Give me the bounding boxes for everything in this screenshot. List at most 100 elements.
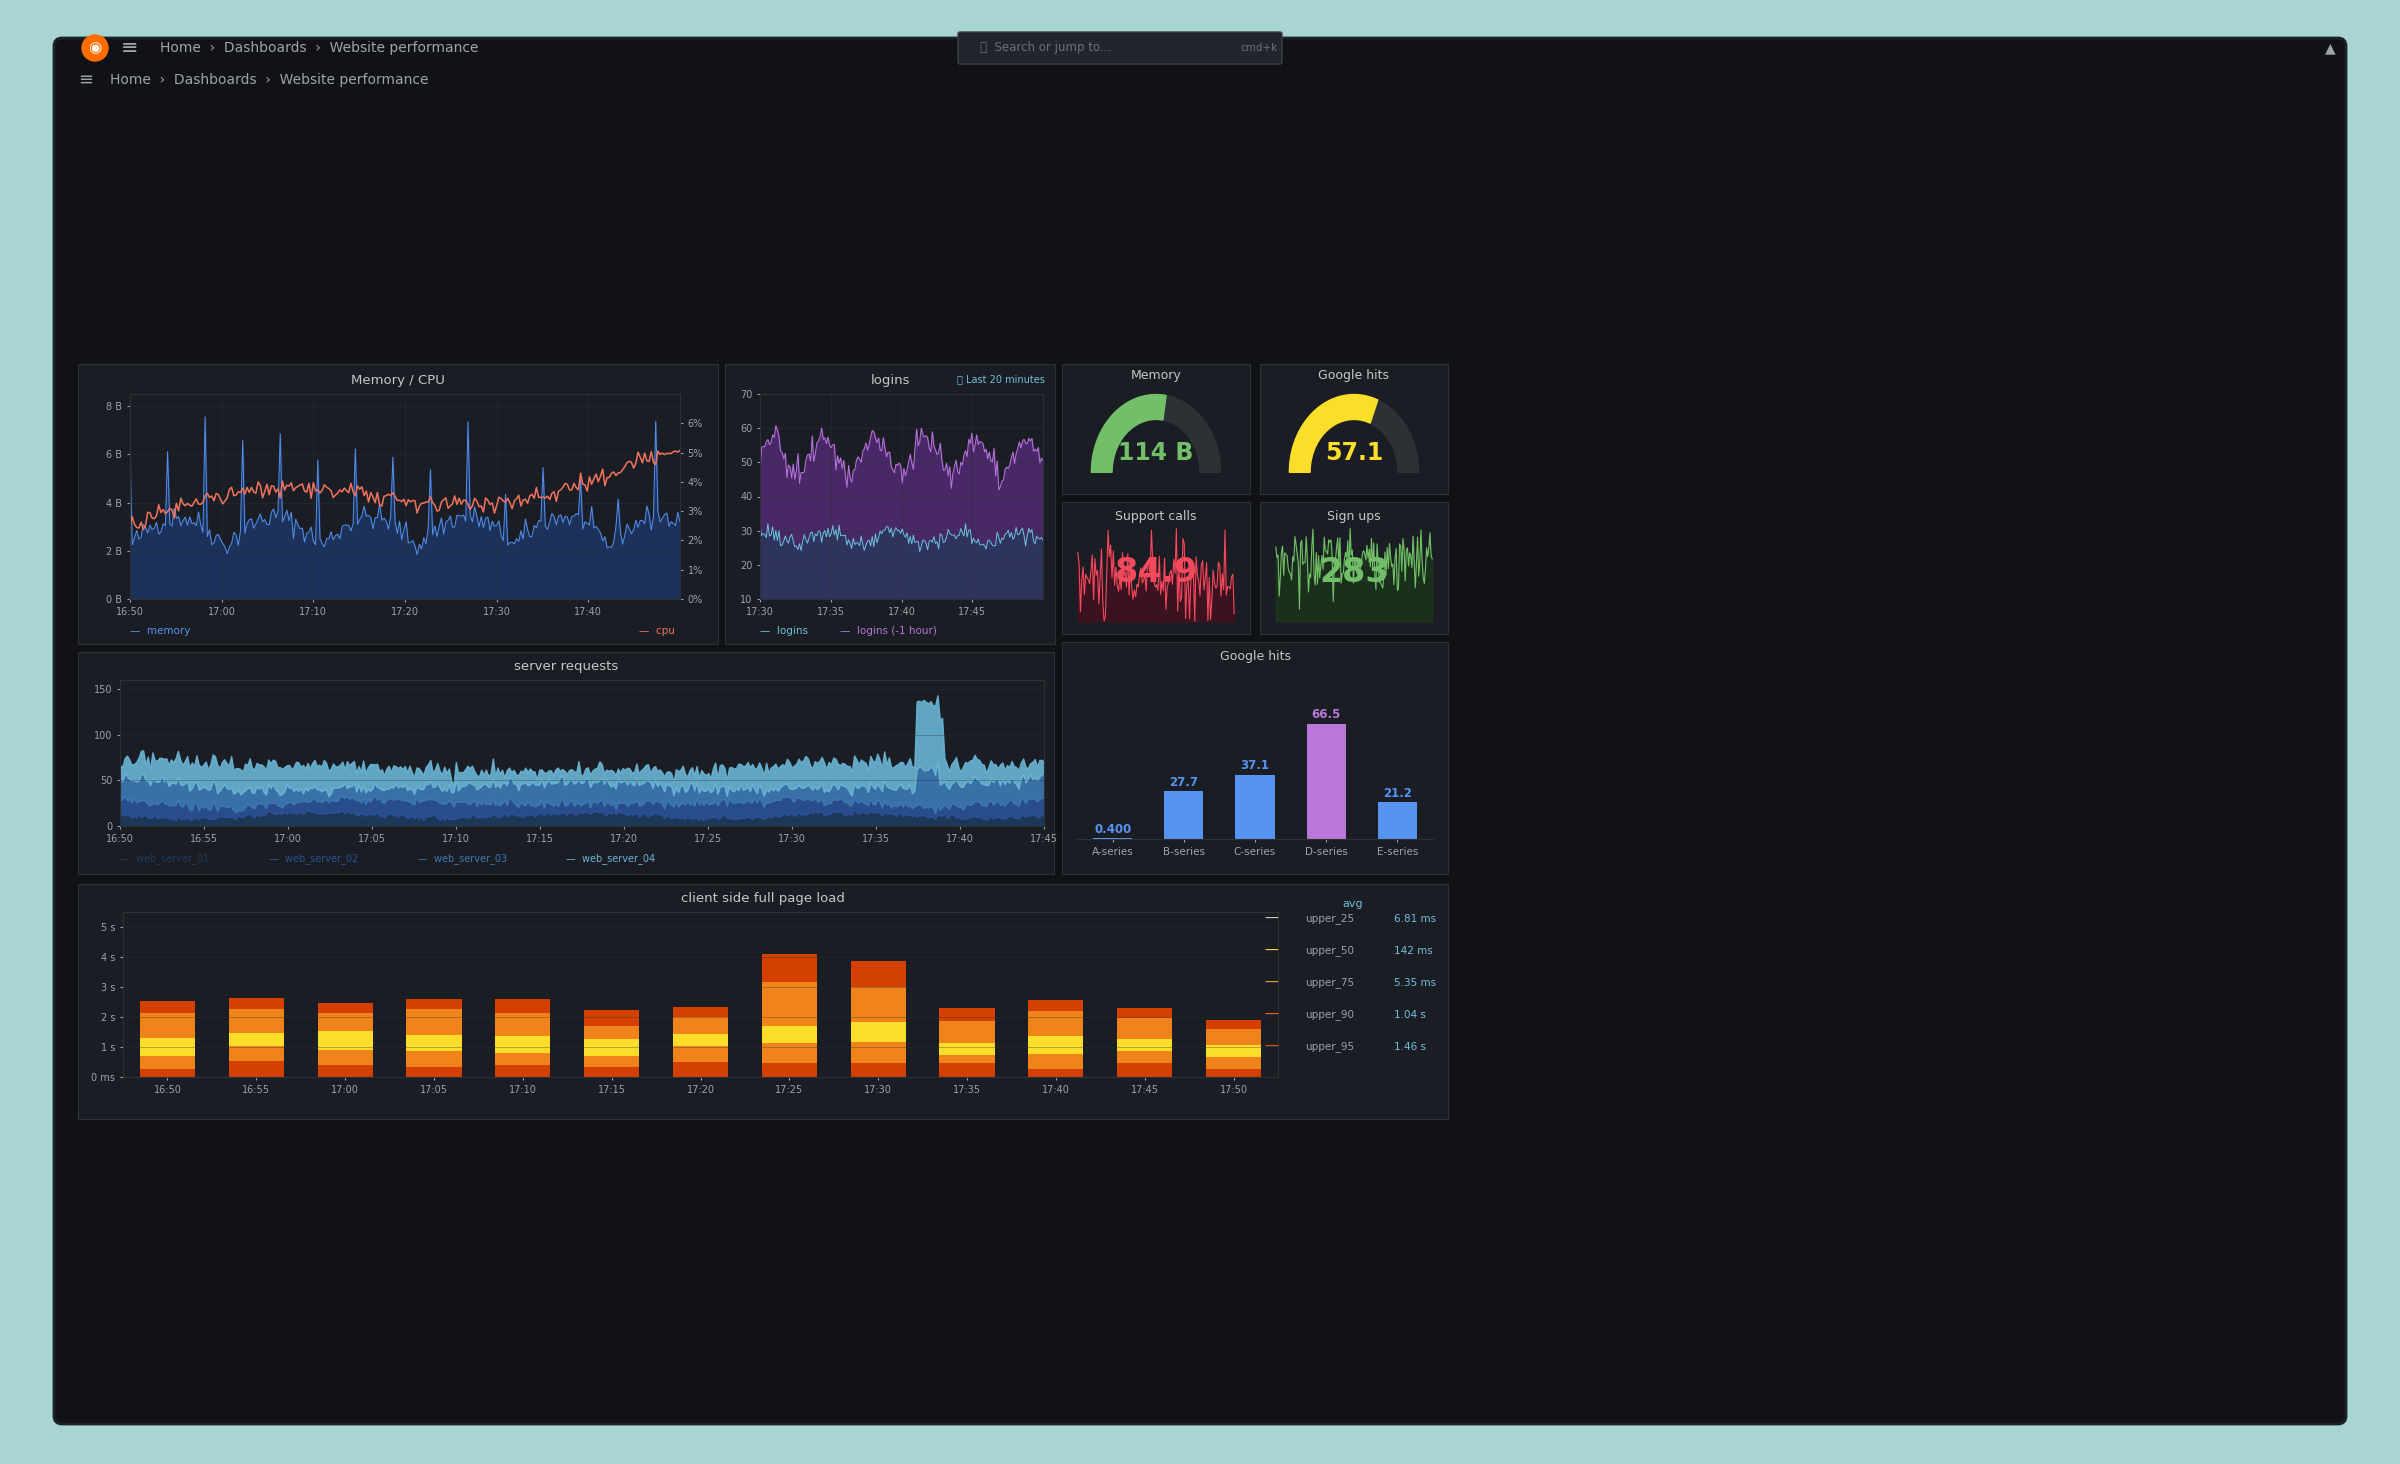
Bar xyxy=(139,1038,194,1056)
Polygon shape xyxy=(1092,395,1166,473)
Text: ≡: ≡ xyxy=(122,38,139,59)
Bar xyxy=(1116,1039,1171,1051)
Bar xyxy=(1207,1020,1260,1029)
Bar xyxy=(761,1063,816,1078)
Text: ◉: ◉ xyxy=(89,41,101,56)
Text: upper_90: upper_90 xyxy=(1306,1010,1354,1020)
Bar xyxy=(1378,802,1416,839)
Text: —: — xyxy=(1265,944,1277,957)
Polygon shape xyxy=(1092,395,1222,473)
Text: 283: 283 xyxy=(1320,556,1390,590)
Text: 57.1: 57.1 xyxy=(1325,441,1382,466)
Text: 1.46 s: 1.46 s xyxy=(1394,1042,1426,1053)
Bar xyxy=(672,1047,727,1061)
Text: 114 B: 114 B xyxy=(1118,441,1193,466)
Bar xyxy=(228,1032,283,1045)
Bar xyxy=(1207,1069,1260,1078)
Bar xyxy=(317,1031,372,1050)
Bar xyxy=(1116,1063,1171,1078)
Text: —  memory: — memory xyxy=(130,627,190,635)
Bar xyxy=(228,1009,283,1032)
FancyBboxPatch shape xyxy=(55,38,2347,1424)
Text: —  web_server_04: — web_server_04 xyxy=(566,854,655,864)
Bar xyxy=(761,955,816,982)
Text: —  logins: — logins xyxy=(761,627,809,635)
Bar xyxy=(317,1066,372,1078)
Text: 🕐 Last 20 minutes: 🕐 Last 20 minutes xyxy=(958,373,1044,384)
Bar xyxy=(672,1017,727,1034)
Bar xyxy=(938,1056,994,1063)
Bar xyxy=(1027,1000,1082,1012)
FancyBboxPatch shape xyxy=(1061,643,1447,874)
Bar xyxy=(850,1042,905,1063)
Text: upper_95: upper_95 xyxy=(1306,1041,1354,1053)
Text: 🔍  Search or jump to...: 🔍 Search or jump to... xyxy=(979,41,1111,54)
Bar xyxy=(317,1003,372,1013)
FancyBboxPatch shape xyxy=(1061,502,1250,634)
Bar xyxy=(672,1061,727,1078)
FancyBboxPatch shape xyxy=(1260,365,1447,493)
Bar xyxy=(139,1013,194,1038)
FancyBboxPatch shape xyxy=(1260,502,1447,634)
Bar xyxy=(1207,1045,1260,1057)
Bar xyxy=(938,1063,994,1078)
Text: 142 ms: 142 ms xyxy=(1394,946,1433,956)
Bar xyxy=(1306,725,1346,839)
Bar xyxy=(406,1009,461,1035)
Polygon shape xyxy=(1289,395,1418,473)
Text: —: — xyxy=(1265,1009,1277,1022)
FancyBboxPatch shape xyxy=(958,32,1282,64)
Text: Home  ›  Dashboards  ›  Website performance: Home › Dashboards › Website performance xyxy=(161,41,478,56)
Text: —: — xyxy=(1265,1039,1277,1054)
Bar xyxy=(850,1022,905,1042)
Text: 1.04 s: 1.04 s xyxy=(1394,1010,1426,1020)
Text: upper_25: upper_25 xyxy=(1306,914,1354,924)
Text: avg: avg xyxy=(1342,899,1363,909)
FancyBboxPatch shape xyxy=(77,884,1447,1118)
Text: Memory / CPU: Memory / CPU xyxy=(350,373,444,386)
Bar xyxy=(317,1050,372,1066)
Bar xyxy=(1207,1029,1260,1045)
Bar xyxy=(761,1042,816,1063)
Bar xyxy=(761,1026,816,1042)
Bar xyxy=(938,1022,994,1042)
Bar xyxy=(1116,1051,1171,1063)
Text: Support calls: Support calls xyxy=(1116,509,1198,523)
Text: server requests: server requests xyxy=(514,660,619,673)
Text: ▲: ▲ xyxy=(2326,41,2335,56)
Text: client side full page load: client side full page load xyxy=(682,892,845,905)
Bar xyxy=(1207,1057,1260,1069)
Bar xyxy=(938,1009,994,1022)
Text: Home  ›  Dashboards  ›  Website performance: Home › Dashboards › Website performance xyxy=(110,73,430,86)
Bar xyxy=(228,1061,283,1078)
Text: logins: logins xyxy=(871,373,910,386)
Bar xyxy=(583,1026,638,1039)
FancyBboxPatch shape xyxy=(77,365,718,644)
FancyBboxPatch shape xyxy=(725,365,1056,644)
Bar xyxy=(406,1067,461,1078)
Text: Google hits: Google hits xyxy=(1219,650,1291,663)
Bar xyxy=(1027,1035,1082,1054)
Bar xyxy=(494,1064,550,1078)
Bar xyxy=(850,962,905,987)
Text: —: — xyxy=(1265,912,1277,927)
Text: —  web_server_03: — web_server_03 xyxy=(418,854,506,864)
Bar xyxy=(583,1067,638,1078)
Polygon shape xyxy=(1289,395,1378,473)
Bar xyxy=(1164,791,1202,839)
FancyBboxPatch shape xyxy=(77,651,1054,874)
Bar xyxy=(850,1063,905,1078)
Bar xyxy=(583,1056,638,1067)
Bar xyxy=(406,1051,461,1067)
Text: 27.7: 27.7 xyxy=(1169,776,1198,789)
Bar xyxy=(1236,774,1274,839)
Circle shape xyxy=(82,35,108,61)
Bar xyxy=(1116,1009,1171,1017)
Text: —  web_server_02: — web_server_02 xyxy=(269,854,358,864)
Bar xyxy=(494,1053,550,1064)
Text: —  cpu: — cpu xyxy=(638,627,674,635)
Bar xyxy=(761,982,816,1026)
Bar xyxy=(139,1056,194,1069)
Text: upper_50: upper_50 xyxy=(1306,946,1354,956)
FancyBboxPatch shape xyxy=(1061,365,1250,493)
